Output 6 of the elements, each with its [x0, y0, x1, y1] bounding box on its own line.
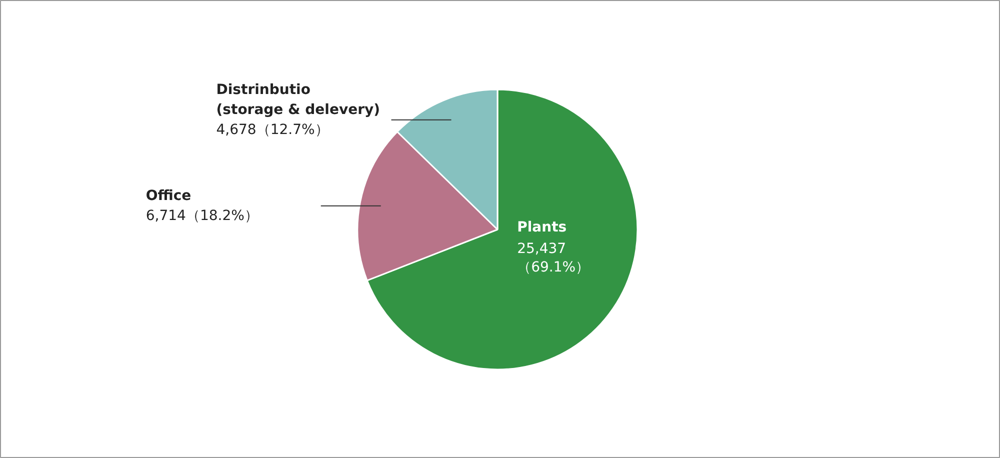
data-label: 4,678（12.7%）: [216, 122, 329, 138]
slice-label: Distrinbutio (storage & delevery): [216, 82, 380, 118]
data-label: 6,714（18.2%）: [146, 208, 258, 224]
slice-label: Office: [146, 188, 192, 204]
data-label: 25,437 （69.1%）: [517, 241, 590, 276]
slice-label: Plants: [517, 220, 567, 236]
